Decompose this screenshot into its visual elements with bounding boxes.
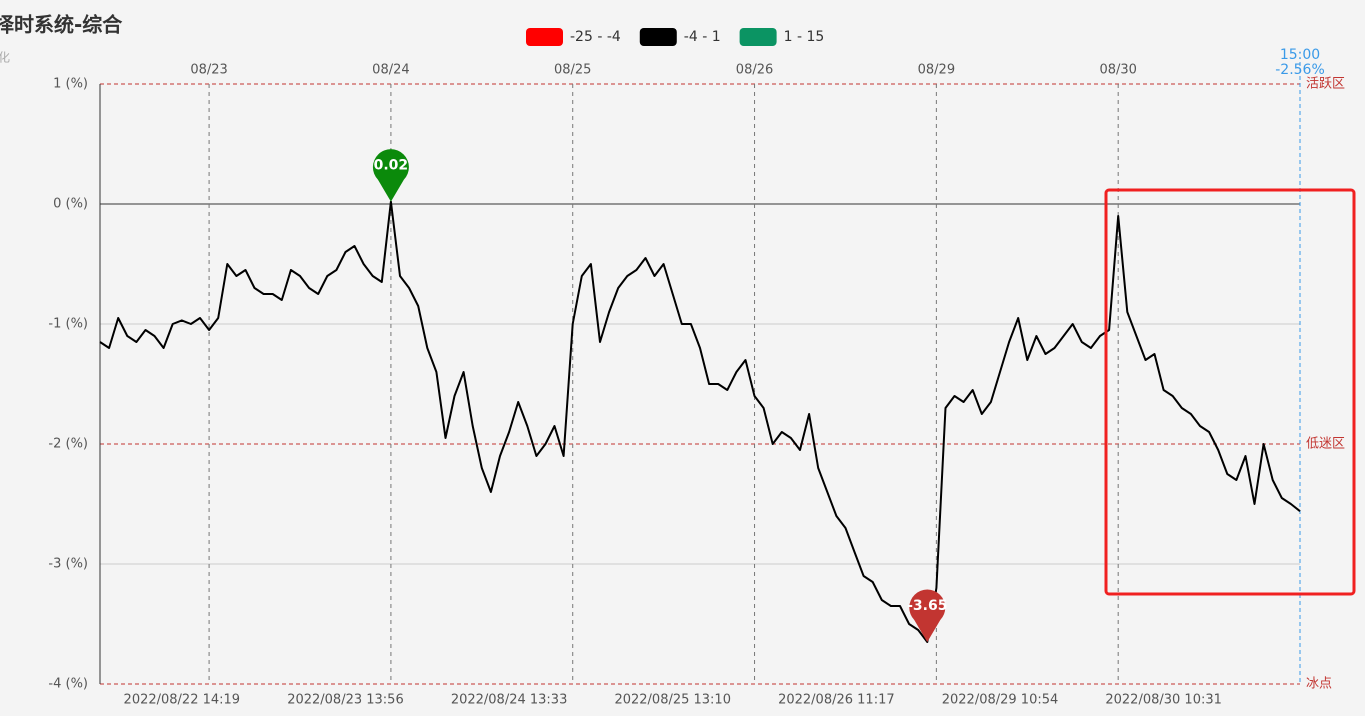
mark-label: 0.02	[374, 158, 409, 174]
top-tick-label: 08/25	[554, 63, 591, 78]
zone-label: 低迷区	[1306, 437, 1345, 452]
highlight-box	[1104, 188, 1356, 596]
top-tick-label: 08/23	[190, 63, 227, 78]
mark-pin	[909, 589, 946, 642]
y-tick-label: -4 (%)	[48, 677, 88, 692]
x-tick-label: 2022/08/22 14:19	[124, 693, 241, 708]
x-tick-label: 2022/08/30 10:31	[1105, 693, 1222, 708]
top-tick-label: 08/29	[918, 63, 955, 78]
legend-label: -25 - -4	[570, 29, 621, 45]
top-tick-label: 08/26	[736, 63, 773, 78]
mark-point: -3.65	[907, 589, 947, 642]
series-line	[99, 200, 1301, 643]
chart-title: 择时系统-综合	[0, 13, 123, 37]
legend-label: -4 - 1	[684, 29, 721, 45]
zone-label: 冰点	[1306, 677, 1332, 692]
y-tick-label: 0 (%)	[53, 197, 88, 212]
x-tick-label: 2022/08/23 13:56	[287, 693, 404, 708]
legend-swatch	[639, 28, 677, 46]
x-tick-label: 2022/08/26 11:17	[778, 693, 895, 708]
y-tick-label: -1 (%)	[48, 317, 88, 332]
x-tick-label: 2022/08/25 13:10	[614, 693, 731, 708]
last-point-time: 15:00	[1280, 47, 1320, 63]
y-tick-label: -2 (%)	[48, 437, 88, 452]
top-tick-label: 08/24	[372, 63, 409, 78]
mark-point: 0.02	[372, 149, 409, 202]
legend-swatch	[526, 28, 563, 46]
y-tick-label: 1 (%)	[53, 77, 88, 92]
last-point-label: -2.56%	[1275, 62, 1325, 78]
x-tick-label: 2022/08/24 13:33	[451, 693, 568, 708]
mark-label: -3.65	[907, 598, 947, 614]
legend-swatch	[739, 28, 777, 46]
mark-pin	[372, 149, 409, 202]
zone-label: 活跃区	[1306, 77, 1345, 92]
chart-subtitle: 化	[0, 51, 10, 65]
x-tick-label: 2022/08/29 10:54	[942, 693, 1059, 708]
y-tick-label: -3 (%)	[48, 557, 88, 572]
top-tick-label: 08/30	[1099, 63, 1136, 78]
legend-label: 1 - 15	[784, 29, 825, 45]
